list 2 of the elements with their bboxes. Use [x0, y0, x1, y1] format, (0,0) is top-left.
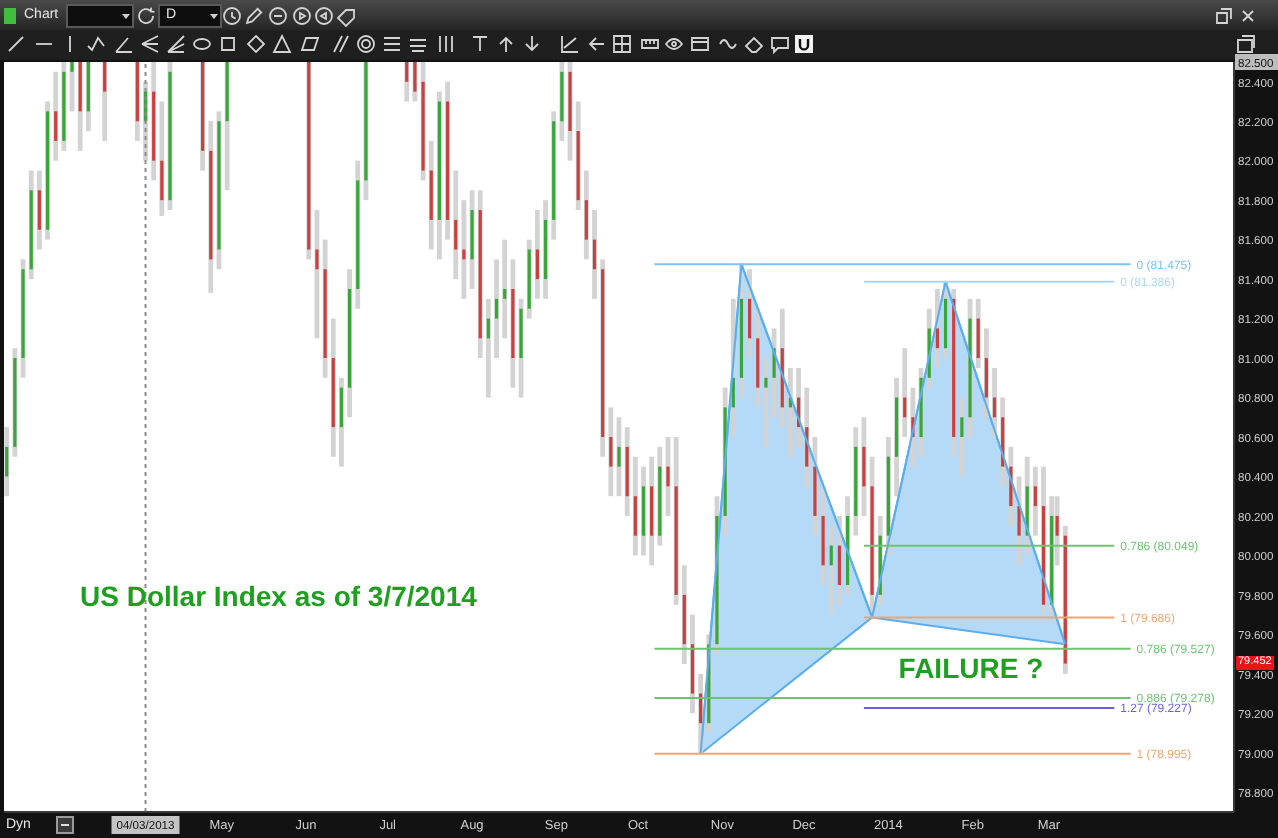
text: US Dollar Index as of 3/7/2014 — [80, 580, 477, 612]
annotation: FAILURE ? — [898, 652, 1044, 685]
